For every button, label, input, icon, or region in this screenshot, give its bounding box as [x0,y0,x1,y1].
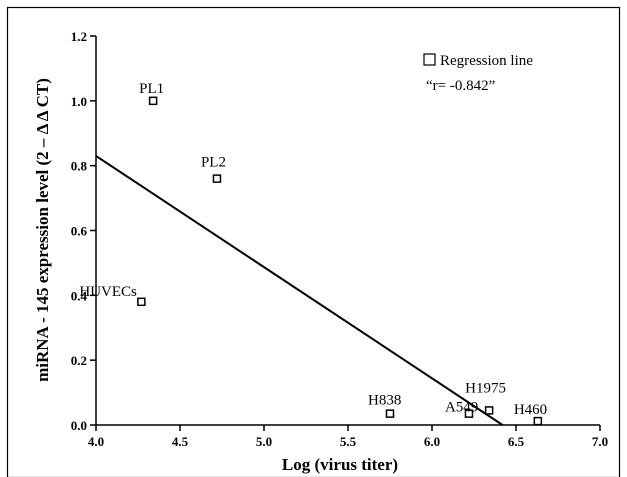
legend-marker [423,53,436,66]
data-point-marker [533,416,543,426]
data-point-label: PL1 [139,81,164,97]
y-tick-label: 0.6 [71,224,88,239]
legend-label: Regression line [440,53,533,69]
y-tick-label: 1.0 [71,94,87,109]
x-tick-label: 4.0 [88,434,104,449]
legend-annotation: “r= -0.842” [426,78,495,94]
x-tick-label: 5.0 [256,434,272,449]
data-points: PL1 PL2 HUVECs H838 A549 H1975 H460 [79,81,547,426]
regression-line [95,155,504,426]
x-tick-label: 5.5 [340,434,357,449]
data-point-marker [385,409,395,418]
y-tick-label: 0.8 [71,159,88,174]
data-point-label: A549 [445,400,478,416]
data-point-label: HUVECs [79,284,137,300]
data-point-label: H1975 [465,380,506,396]
figure-border [6,6,621,477]
data-point-label: H460 [514,402,547,418]
y-tick-label: 0.4 [71,288,88,303]
x-ticks: 4.0 4.5 5.0 5.5 6.0 6.5 7.0 [88,425,608,449]
x-tick-label: 6.0 [424,434,440,449]
legend: Regression line “r= -0.842” [423,53,533,94]
x-tick-label: 7.0 [592,434,608,449]
data-point-marker [464,409,474,418]
x-tick-label: 4.5 [172,434,189,449]
y-tick-label: 1.2 [71,29,87,44]
data-point-marker [484,406,494,415]
x-axis-title: Log (virus titer) [282,455,398,474]
y-axis-title: miRNA - 145 expression level (2 – Δ Δ CT… [33,78,52,382]
data-point-label: PL2 [201,155,226,171]
data-point-label: H838 [368,393,401,409]
plot-area: 4.0 4.5 5.0 5.5 6.0 6.5 7.0 0.0 0.2 0.4 0.6 0.8 1.0… [71,29,608,449]
x-tick-label: 6.5 [508,434,525,449]
data-point-marker [148,96,158,106]
data-point-marker [137,297,146,307]
y-tick-label: 0.0 [71,418,87,433]
y-tick-label: 0.2 [71,353,87,368]
data-point-marker [212,174,222,183]
y-ticks: 0.0 0.2 0.4 0.6 0.8 1.0 1.2 [71,29,96,433]
